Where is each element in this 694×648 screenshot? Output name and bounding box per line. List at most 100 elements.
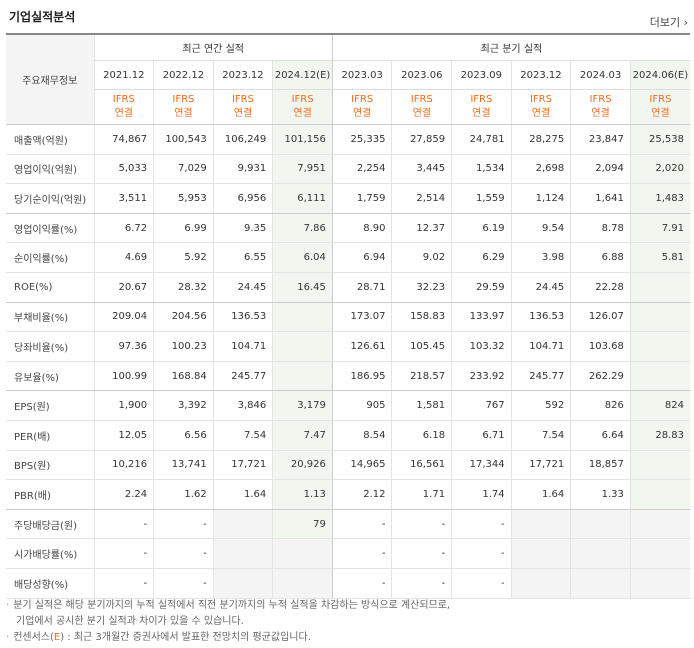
ifrs-basis-cell[interactable]: IFRS 연결 [93,89,154,125]
value-cell: 826 [570,390,631,421]
value-cell: 2,094 [570,154,631,185]
consolidated-label: 연결 [412,108,431,119]
ifrs-basis-cell[interactable]: IFRS 연결 [153,89,214,125]
value-cell: 6.56 [153,420,214,451]
period-header: 2023.12 [212,60,273,90]
value-cell: 23,847 [570,124,631,155]
value-cell: - [391,509,452,540]
value-cell: 7.54 [212,420,273,451]
value-cell: 5.81 [629,242,690,273]
ifrs-basis-cell[interactable]: IFRS 연결 [212,89,273,125]
value-cell: 3,846 [212,390,273,421]
ifrs-label: IFRS [112,94,135,105]
value-cell [629,331,690,362]
value-cell: 2,020 [629,154,690,185]
value-cell: 5.92 [153,242,214,273]
table-row: ROE(%) 20.67 28.32 24.45 16.45 28.71 32.23 29.5… [6,272,690,303]
value-cell: - [451,568,512,599]
value-cell: 905 [331,390,392,421]
ifrs-label: IFRS [291,94,314,105]
value-cell: 32.23 [391,272,452,303]
value-cell: 7.86 [272,213,333,244]
period-header: 2023.12 [510,60,571,90]
value-cell [629,302,690,333]
value-cell: 592 [510,390,571,421]
consolidated-label: 연결 [651,108,670,119]
value-cell: 22.28 [570,272,631,303]
row-label: 시가배당률(%) [6,538,94,569]
value-cell [272,331,333,362]
value-cell: 20.67 [93,272,154,303]
value-cell: 136.53 [510,302,571,333]
table-row: BPS(원) 10,216 13,741 17,721 20,926 14,965 16,5… [6,450,690,481]
value-cell: 27,859 [391,124,452,155]
ifrs-basis-cell[interactable]: IFRS 연결 [272,89,333,125]
ifrs-basis-cell[interactable]: IFRS 연결 [451,89,512,125]
value-cell: 8.54 [331,420,392,451]
value-cell: 25,335 [331,124,392,155]
value-cell: 2,698 [510,154,571,185]
value-cell: 103.32 [451,331,512,362]
ifrs-basis-cell[interactable]: IFRS 연결 [391,89,452,125]
value-cell: - [153,509,214,540]
ifrs-basis-cell[interactable]: IFRS 연결 [331,89,392,125]
value-cell [272,302,333,333]
ifrs-basis-cell[interactable]: IFRS 연결 [629,89,690,125]
value-cell: 16,561 [391,450,452,481]
value-cell: 5,033 [93,154,154,185]
value-cell: 173.07 [331,302,392,333]
ifrs-label: IFRS [410,94,433,105]
footnote-2: · 컨센서스(E) : 최근 3개월간 증권사에서 발표한 전망치의 평균값입니다… [6,632,311,643]
table-row: 시가배당률(%) - - - - - [6,538,690,569]
value-cell: 1.74 [451,479,512,510]
footnote-1: · 분기 실적은 해당 분기까지의 누적 실적에서 직전 분기까지의 누적 실적을… [6,600,451,611]
value-cell: 1,534 [451,154,512,185]
value-cell: 5,953 [153,183,214,214]
value-cell: 1,124 [510,183,571,214]
value-cell: 3,392 [153,390,214,421]
value-cell [212,568,273,599]
value-cell: 2,254 [331,154,392,185]
table-row: 배당성향(%) - - - - - [6,568,690,599]
row-label: PBR(배) [6,479,94,510]
value-cell: 8.90 [331,213,392,244]
value-cell: 1.33 [570,479,631,510]
value-cell: 28.32 [153,272,214,303]
value-cell [212,509,273,540]
value-cell: 24.45 [212,272,273,303]
value-cell: 29.59 [451,272,512,303]
value-cell: 6.55 [212,242,273,273]
value-cell: 9.02 [391,242,452,273]
value-cell: 1,759 [331,183,392,214]
value-cell: - [331,568,392,599]
value-cell: 16.45 [272,272,333,303]
value-cell: - [451,509,512,540]
value-cell: 17,721 [212,450,273,481]
period-header: 2024.03 [570,60,631,90]
ifrs-basis-cell[interactable]: IFRS 연결 [510,89,571,125]
value-cell: 1,641 [570,183,631,214]
value-cell: 2,514 [391,183,452,214]
table-row: 영업이익(억원) 5,033 7,029 9,931 7,951 2,254 3,445 1,… [6,154,690,185]
value-cell: 126.07 [570,302,631,333]
ifrs-basis-cell[interactable]: IFRS 연결 [570,89,631,125]
row-label: 부채비율(%) [6,302,94,333]
value-cell: 7,029 [153,154,214,185]
value-cell: - [451,538,512,569]
value-cell: 245.77 [510,361,571,392]
ifrs-label: IFRS [589,94,612,105]
ifrs-label: IFRS [172,94,195,105]
value-cell: 824 [629,390,690,421]
value-cell: 10,216 [93,450,154,481]
value-cell: 6.88 [570,242,631,273]
ifrs-label: IFRS [529,94,552,105]
more-label[interactable]: 더보기 [649,16,681,29]
value-cell: 133.97 [451,302,512,333]
period-header: 2023.06 [391,60,452,90]
table-row: 주당배당금(원) - -79- - - [6,509,690,540]
row-label: 영업이익(억원) [6,154,94,185]
table-row: 순이익률(%) 4.69 5.92 6.55 6.04 6.94 9.02 6.29 3.98 6… [6,242,690,273]
more-link[interactable]: 더보기 › [650,14,688,30]
annual-group-header: 최근 연간 실적 [93,33,333,61]
table-row: 당좌비율(%) 97.36 100.23 104.71 126.61 105.45 103.… [6,331,690,362]
